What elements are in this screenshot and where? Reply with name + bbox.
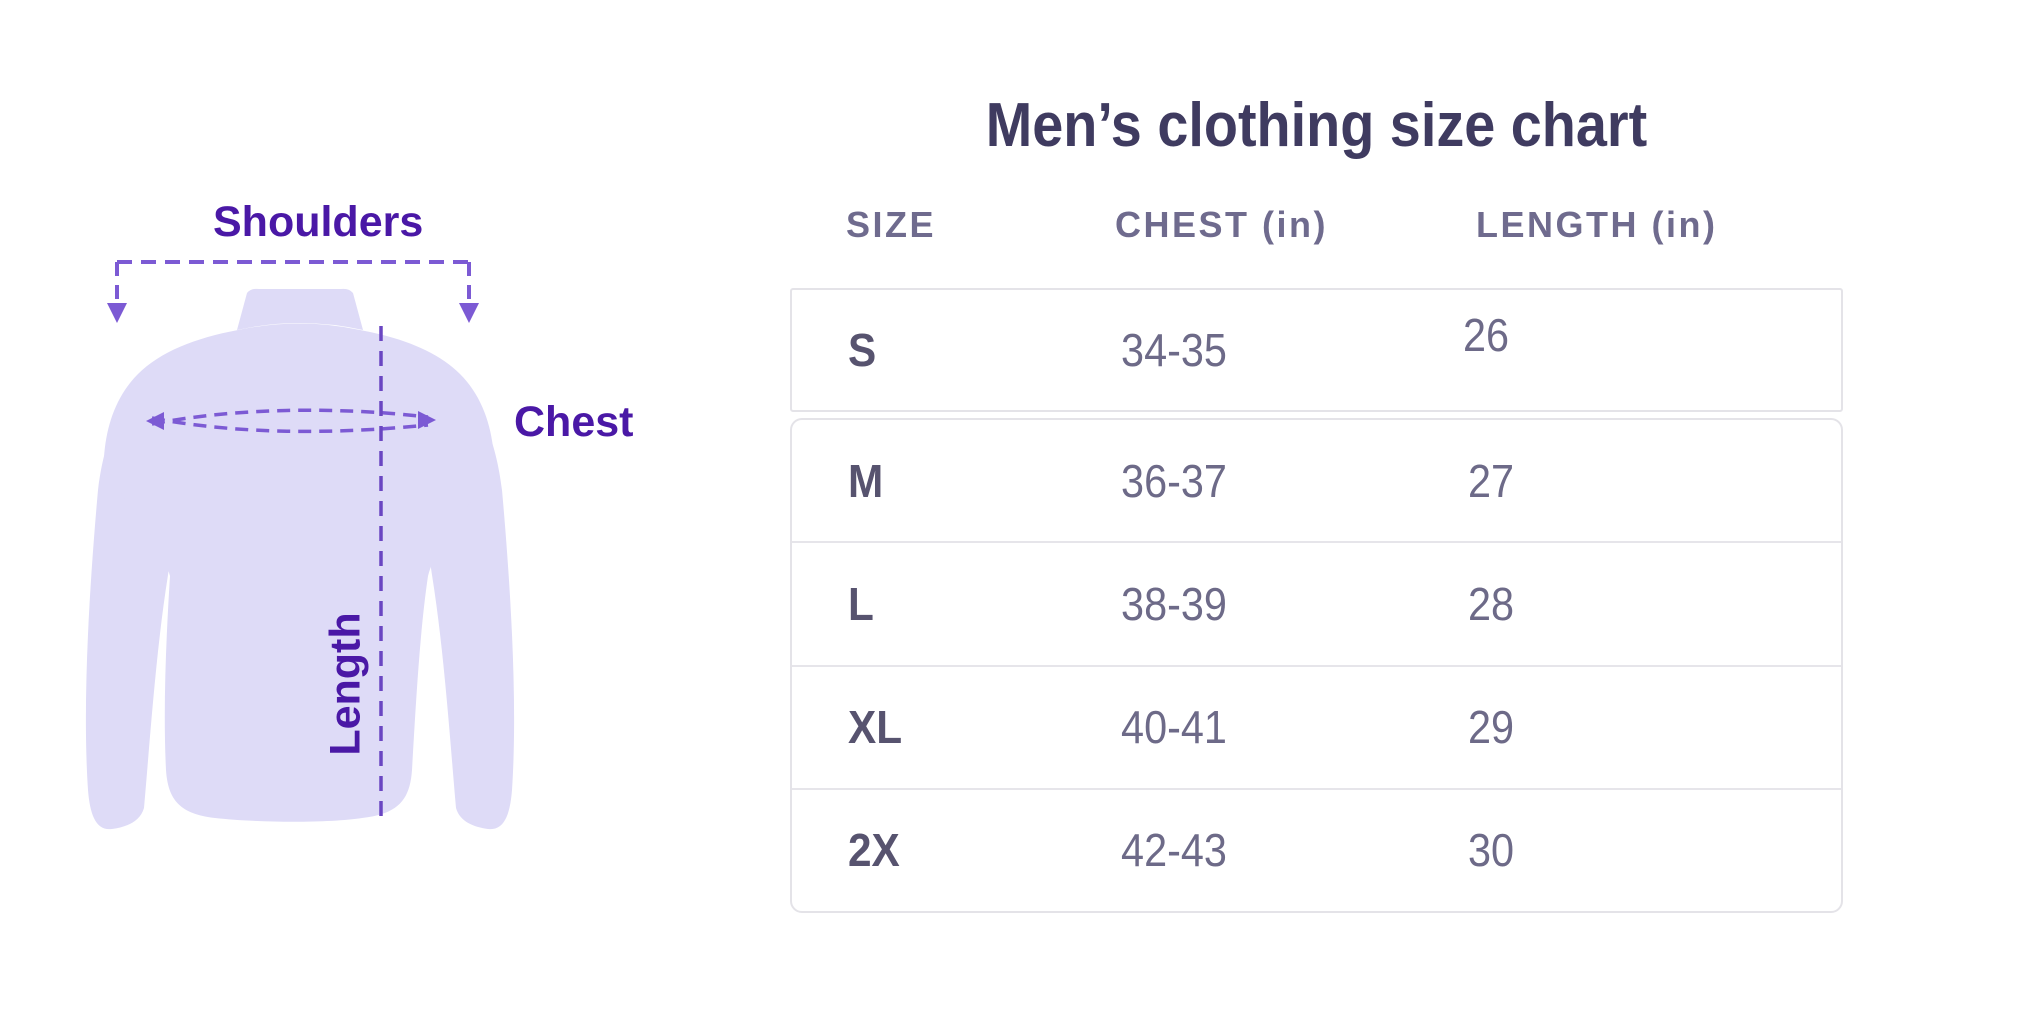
size-cell: S [848,324,877,376]
table-row: XL 40-41 29 [792,664,1841,788]
table-row: S 34-35 26 [792,290,1841,410]
shirt-collar [237,288,363,330]
chest-cell: 38-39 [1121,577,1227,630]
chest-cell: 40-41 [1121,701,1227,754]
shoulders-label: Shoulders [213,198,424,246]
chest-arrow-right [418,411,436,429]
length-cell: 28 [1468,577,1515,630]
table-row-card-s: S 34-35 26 [790,288,1843,412]
length-cell: 26 [1463,309,1510,361]
shoulders-measure-bracket [115,260,471,303]
shoulders-arrow-left [107,303,127,323]
size-cell: XL [848,701,903,754]
size-cell: M [848,454,884,507]
chest-cell: 36-37 [1121,454,1227,507]
column-header-chest: CHEST (in) [1115,204,1328,245]
shirt-illustration [85,260,515,830]
chest-cell: 34-35 [1121,324,1227,376]
column-header-length: LENGTH (in) [1476,204,1718,245]
length-cell: 29 [1468,701,1515,754]
length-cell: 30 [1468,824,1515,877]
chest-measure-ellipse [151,408,429,434]
size-cell: L [848,577,874,630]
table-row: M 36-37 27 [792,420,1841,541]
table-row: 2X 42-43 30 [792,787,1841,911]
table-row: L 38-39 28 [792,541,1841,664]
chest-arrow-left [146,412,164,430]
length-label: Length [321,612,370,756]
chest-label: Chest [514,398,634,446]
length-cell: 27 [1468,454,1515,507]
size-cell: 2X [848,824,900,877]
shirt-body [104,323,494,822]
shoulders-arrow-right [459,303,479,323]
page-title: Men’s clothing size chart [985,91,1648,160]
chest-cell: 42-43 [1121,824,1227,877]
column-header-size: SIZE [846,204,937,245]
table-rows-card: M 36-37 27 L 38-39 28 XL 40-41 29 2X 42-… [790,418,1843,913]
